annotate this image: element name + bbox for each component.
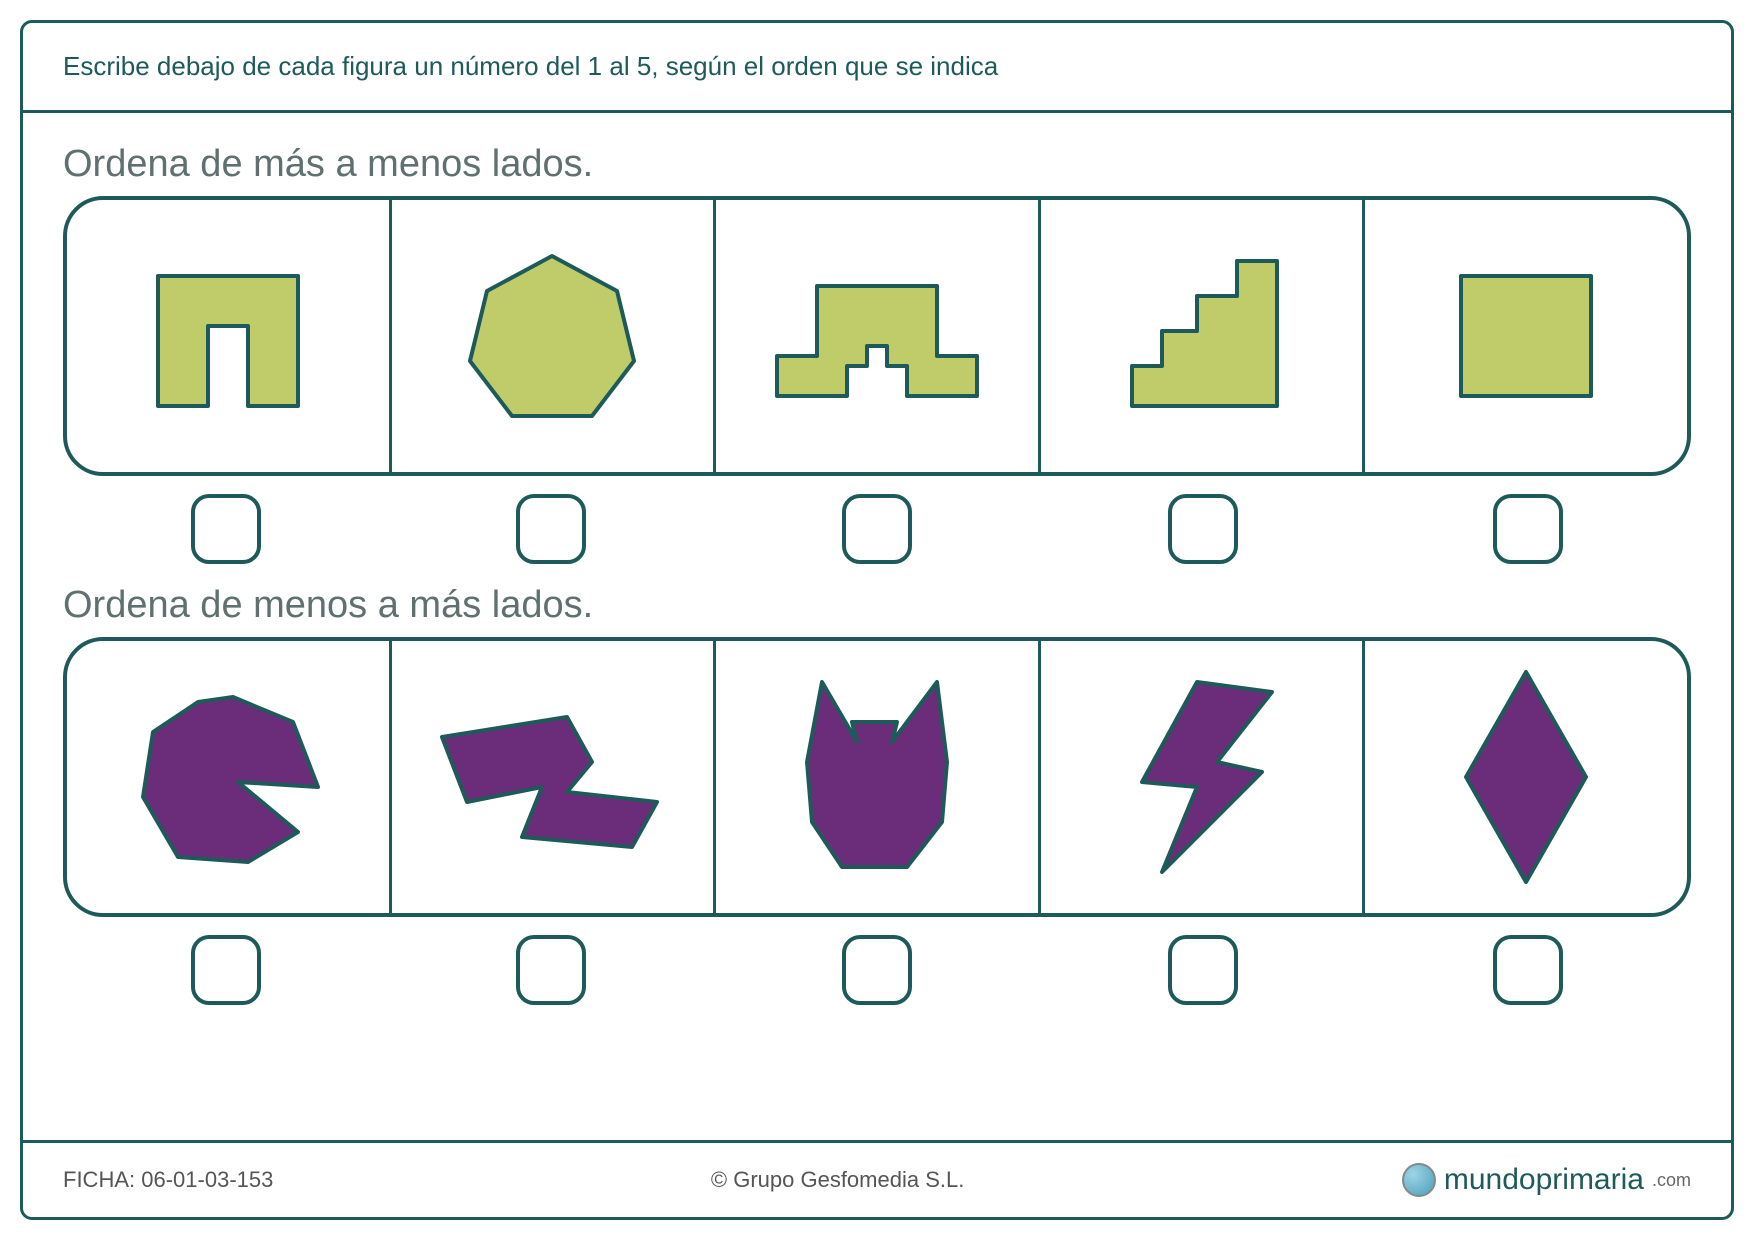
shape-cell-2-2: [716, 641, 1041, 913]
brand-suffix: .com: [1652, 1170, 1691, 1191]
shape-cell-1-1: [392, 200, 717, 472]
pacman-polygon-icon: [118, 677, 338, 877]
answer-box-2-2[interactable]: [842, 935, 912, 1005]
content-area: Ordena de más a menos lados. Ordena de m…: [23, 113, 1731, 1140]
answer-cell: [389, 935, 715, 1005]
shape-cell-2-3: [1041, 641, 1366, 913]
answer-box-2-3[interactable]: [1168, 935, 1238, 1005]
answer-cell: [1040, 494, 1366, 564]
arch-shape-icon: [128, 246, 328, 426]
shapes-row-2: [63, 637, 1691, 917]
section-2-title: Ordena de menos a más lados.: [63, 584, 1691, 627]
shapes-row-1: [63, 196, 1691, 476]
answer-cell: [389, 494, 715, 564]
answer-cell: [714, 494, 1040, 564]
answer-box-1-2[interactable]: [842, 494, 912, 564]
stairs-shape-icon: [1102, 236, 1302, 436]
answer-cell: [1365, 494, 1691, 564]
worksheet: Escribe debajo de cada figura un número …: [20, 20, 1734, 1220]
section-1: Ordena de más a menos lados.: [63, 143, 1691, 564]
answer-box-1-3[interactable]: [1168, 494, 1238, 564]
answer-cell: [714, 935, 1040, 1005]
brand-main: mundoprimaria: [1444, 1163, 1644, 1197]
instruction-band: Escribe debajo de cada figura un número …: [23, 23, 1731, 113]
instruction-text: Escribe debajo de cada figura un número …: [63, 51, 1691, 82]
ficha-code: 06-01-03-153: [141, 1167, 273, 1192]
bunny-polygon-icon: [777, 667, 977, 887]
shape-cell-2-4: [1365, 641, 1687, 913]
lightning-polygon-icon: [1102, 667, 1302, 887]
arrow-polygon-icon: [422, 687, 682, 867]
answer-box-2-4[interactable]: [1493, 935, 1563, 1005]
answer-box-2-0[interactable]: [191, 935, 261, 1005]
answer-row-1: [63, 494, 1691, 564]
footer-ficha: FICHA: 06-01-03-153: [63, 1167, 273, 1193]
answer-box-2-1[interactable]: [516, 935, 586, 1005]
section-1-title: Ordena de más a menos lados.: [63, 143, 1691, 186]
shape-cell-2-0: [67, 641, 392, 913]
shape-cell-1-0: [67, 200, 392, 472]
footer-brand: mundoprimaria .com: [1402, 1163, 1691, 1197]
answer-row-2: [63, 935, 1691, 1005]
castle-shape-icon: [747, 256, 1007, 416]
answer-box-1-4[interactable]: [1493, 494, 1563, 564]
shape-cell-1-3: [1041, 200, 1366, 472]
answer-box-1-1[interactable]: [516, 494, 586, 564]
diamond-shape-icon: [1446, 657, 1606, 897]
square-shape-icon: [1426, 246, 1626, 426]
answer-cell: [1365, 935, 1691, 1005]
shape-cell-2-1: [392, 641, 717, 913]
footer: FICHA: 06-01-03-153 © Grupo Gesfomedia S…: [23, 1140, 1731, 1217]
answer-cell: [63, 935, 389, 1005]
footer-copyright: © Grupo Gesfomedia S.L.: [711, 1167, 964, 1193]
answer-cell: [1040, 935, 1366, 1005]
shape-cell-1-4: [1365, 200, 1687, 472]
answer-box-1-0[interactable]: [191, 494, 261, 564]
globe-icon: [1402, 1163, 1436, 1197]
answer-cell: [63, 494, 389, 564]
shape-cell-1-2: [716, 200, 1041, 472]
ficha-label: FICHA:: [63, 1167, 135, 1192]
section-2: Ordena de menos a más lados.: [63, 584, 1691, 1005]
heptagon-icon: [452, 236, 652, 436]
